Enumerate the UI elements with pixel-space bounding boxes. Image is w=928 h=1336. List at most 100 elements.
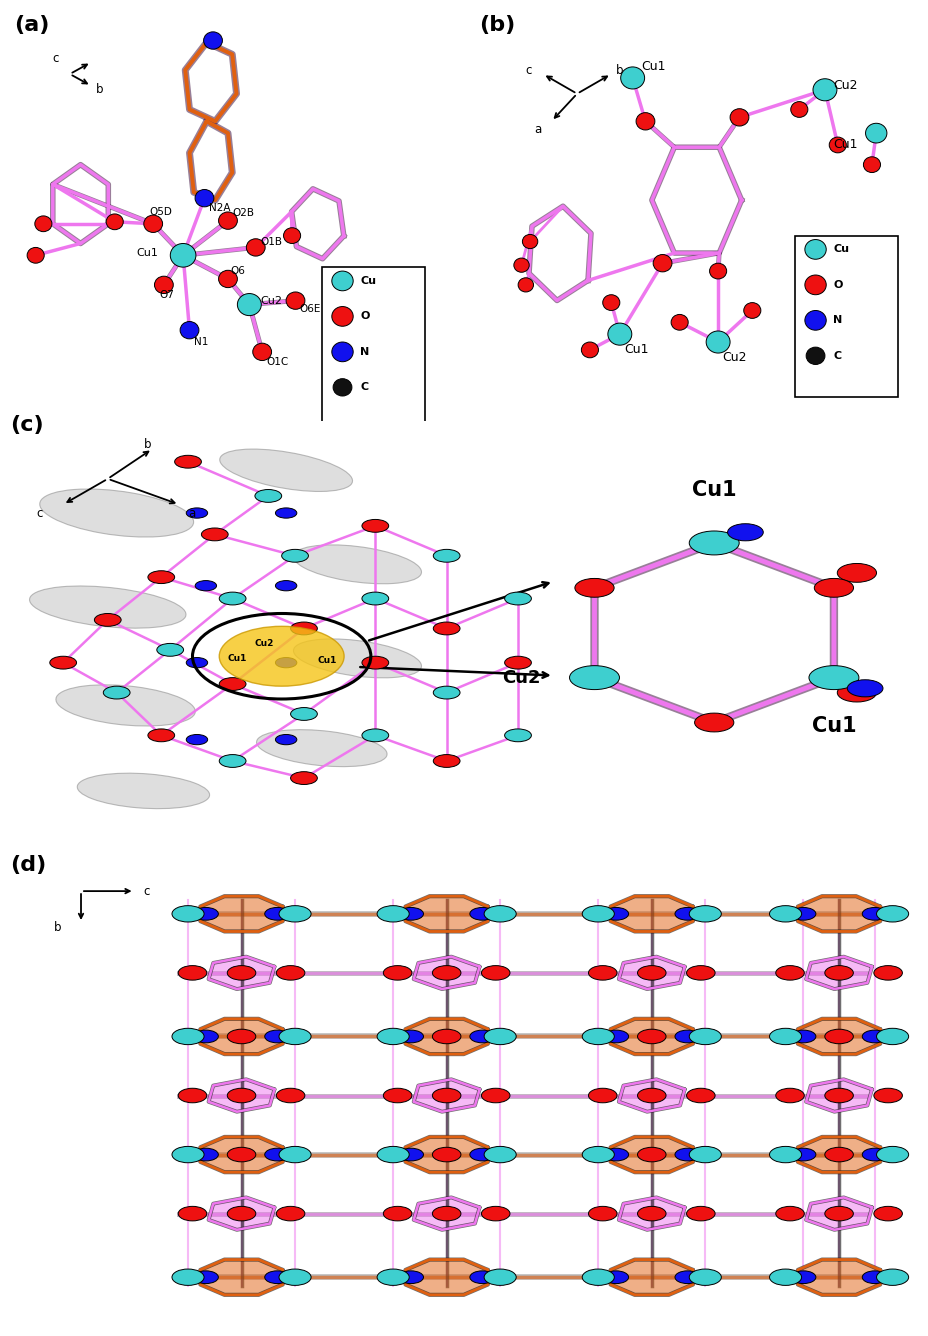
Circle shape bbox=[331, 271, 353, 291]
Circle shape bbox=[432, 687, 459, 699]
Text: a: a bbox=[534, 123, 541, 136]
Circle shape bbox=[727, 524, 763, 541]
Circle shape bbox=[377, 1029, 408, 1045]
Text: Cu1: Cu1 bbox=[136, 248, 158, 258]
Circle shape bbox=[34, 216, 52, 231]
Circle shape bbox=[193, 907, 218, 921]
Polygon shape bbox=[806, 957, 871, 989]
Circle shape bbox=[432, 1089, 460, 1102]
Circle shape bbox=[103, 687, 130, 699]
Circle shape bbox=[518, 278, 533, 293]
Text: Cu2: Cu2 bbox=[832, 79, 857, 92]
Circle shape bbox=[603, 1148, 628, 1161]
Circle shape bbox=[686, 1206, 715, 1221]
Circle shape bbox=[290, 708, 317, 720]
Circle shape bbox=[218, 212, 238, 230]
Circle shape bbox=[219, 677, 246, 691]
Circle shape bbox=[620, 67, 644, 90]
Circle shape bbox=[172, 906, 204, 922]
Circle shape bbox=[178, 966, 207, 981]
Circle shape bbox=[278, 1146, 311, 1162]
Circle shape bbox=[362, 729, 388, 741]
Circle shape bbox=[689, 1146, 720, 1162]
Circle shape bbox=[846, 680, 882, 697]
Circle shape bbox=[812, 79, 836, 100]
Polygon shape bbox=[618, 957, 684, 989]
Circle shape bbox=[862, 156, 880, 172]
Text: Cu1: Cu1 bbox=[691, 480, 736, 500]
Circle shape bbox=[694, 713, 733, 732]
Circle shape bbox=[186, 657, 208, 668]
Circle shape bbox=[470, 1148, 495, 1161]
Circle shape bbox=[775, 1206, 804, 1221]
Circle shape bbox=[333, 378, 352, 395]
Circle shape bbox=[227, 1206, 255, 1221]
Circle shape bbox=[581, 342, 598, 358]
Circle shape bbox=[252, 343, 271, 361]
Circle shape bbox=[377, 1269, 408, 1285]
Text: c: c bbox=[36, 506, 43, 520]
Circle shape bbox=[686, 966, 715, 981]
Circle shape bbox=[195, 581, 216, 591]
Circle shape bbox=[275, 581, 297, 591]
Circle shape bbox=[290, 623, 317, 635]
Text: O2B: O2B bbox=[232, 207, 254, 218]
Circle shape bbox=[95, 613, 121, 627]
Circle shape bbox=[569, 665, 619, 689]
Text: Cu1: Cu1 bbox=[811, 716, 856, 736]
Text: a: a bbox=[187, 506, 195, 520]
Circle shape bbox=[808, 665, 858, 689]
Circle shape bbox=[689, 1269, 720, 1285]
Circle shape bbox=[227, 1148, 255, 1162]
Circle shape bbox=[876, 1146, 908, 1162]
Polygon shape bbox=[806, 1197, 871, 1230]
Text: C: C bbox=[832, 351, 841, 361]
Circle shape bbox=[824, 966, 853, 981]
Polygon shape bbox=[405, 1260, 487, 1295]
Polygon shape bbox=[797, 1137, 880, 1172]
Circle shape bbox=[768, 1269, 801, 1285]
Text: Cu2: Cu2 bbox=[722, 351, 746, 365]
Circle shape bbox=[603, 1271, 628, 1284]
Circle shape bbox=[193, 1030, 218, 1043]
Circle shape bbox=[398, 1271, 423, 1284]
Circle shape bbox=[670, 314, 688, 330]
Text: O5D: O5D bbox=[148, 207, 172, 216]
Circle shape bbox=[144, 215, 162, 232]
Circle shape bbox=[637, 1148, 665, 1162]
Text: Cu: Cu bbox=[832, 244, 848, 254]
Circle shape bbox=[504, 656, 531, 669]
Circle shape bbox=[836, 564, 876, 582]
Circle shape bbox=[686, 1089, 715, 1102]
Text: O: O bbox=[832, 279, 842, 290]
Circle shape bbox=[227, 1089, 255, 1102]
Circle shape bbox=[790, 1271, 815, 1284]
Text: c: c bbox=[143, 884, 149, 898]
Circle shape bbox=[246, 239, 264, 257]
Circle shape bbox=[432, 1148, 460, 1162]
Text: b: b bbox=[54, 921, 61, 934]
Circle shape bbox=[824, 1029, 853, 1043]
Circle shape bbox=[193, 1148, 218, 1161]
Circle shape bbox=[331, 342, 353, 362]
Circle shape bbox=[876, 1029, 908, 1045]
Circle shape bbox=[865, 123, 886, 143]
Polygon shape bbox=[413, 1079, 479, 1112]
Text: N1: N1 bbox=[194, 337, 208, 347]
Circle shape bbox=[377, 906, 408, 922]
Text: b: b bbox=[143, 438, 150, 452]
Circle shape bbox=[278, 1029, 311, 1045]
Circle shape bbox=[806, 347, 824, 365]
Circle shape bbox=[607, 323, 631, 345]
Circle shape bbox=[157, 644, 184, 656]
Circle shape bbox=[383, 966, 411, 981]
Circle shape bbox=[574, 578, 613, 597]
Circle shape bbox=[203, 32, 222, 49]
Circle shape bbox=[829, 138, 845, 152]
Circle shape bbox=[637, 1029, 665, 1043]
Circle shape bbox=[264, 907, 290, 921]
Circle shape bbox=[873, 1089, 901, 1102]
Circle shape bbox=[470, 1271, 495, 1284]
Circle shape bbox=[148, 729, 174, 741]
Text: (b): (b) bbox=[478, 15, 514, 35]
